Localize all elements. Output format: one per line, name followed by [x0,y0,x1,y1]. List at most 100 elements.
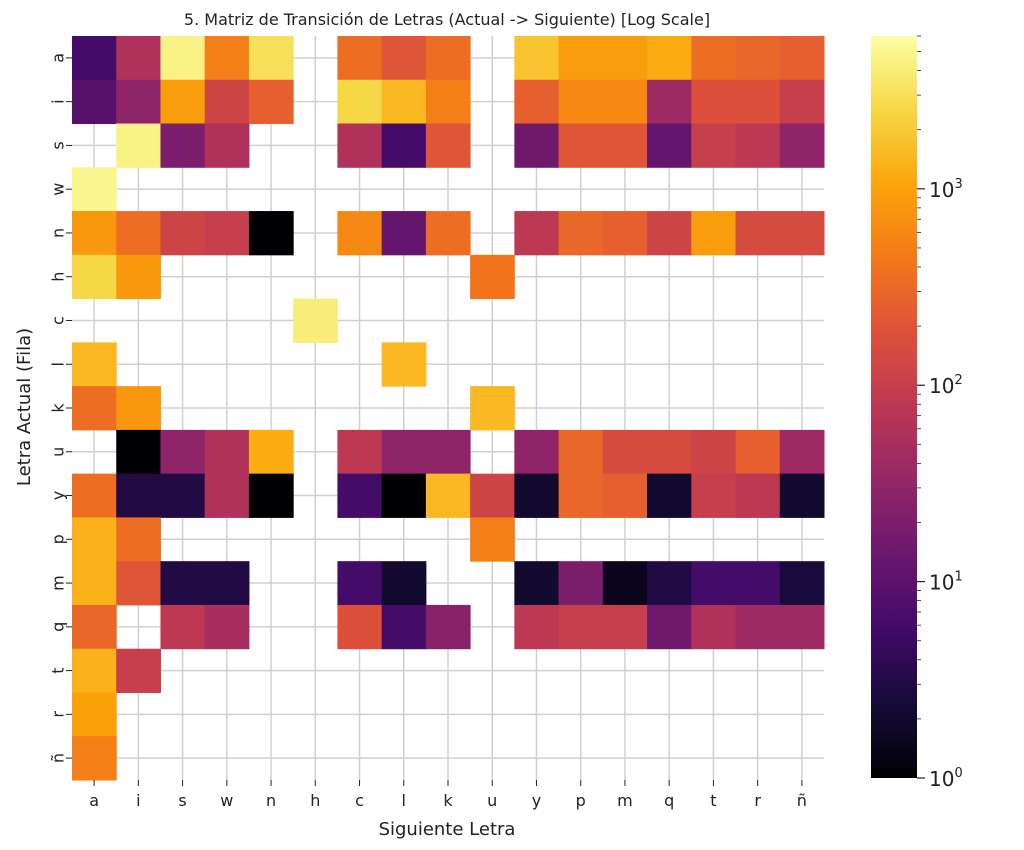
heatmap-cell [248,211,294,256]
heatmap-cell [204,473,250,518]
heatmap-cell [160,36,206,81]
heatmap-cell [204,604,250,650]
heatmap-cell [116,36,161,81]
heatmap-cell [204,211,250,256]
colorbar-tick-label: 101 [929,570,963,595]
heatmap-cell [691,604,737,650]
heatmap-cell [337,604,383,650]
heatmap-cell [779,473,825,518]
heatmap-cell [381,429,427,475]
heatmap-cell [558,79,604,125]
x-tick-label: y [532,791,541,810]
heatmap-cell [779,79,825,125]
heatmap-cell [735,429,781,475]
heatmap-cell [204,561,250,606]
heatmap-cell [558,211,604,256]
heatmap-cells [72,36,825,781]
heatmap-cell [602,211,648,256]
x-tick-label: q [664,791,674,810]
y-tick-label: ñ [49,753,68,763]
y-tick-label: c [49,316,68,325]
x-tick-label: i [136,791,140,810]
heatmap-cell [381,123,427,168]
y-tick-label: q [49,622,68,632]
heatmap-cell [72,254,117,300]
heatmap-cell [116,79,161,125]
heatmap-cell [337,123,383,168]
x-tick-label: k [443,791,453,810]
colorbar-ticks: 100 101 102 103 [917,35,963,791]
heatmap-cell [381,342,427,387]
x-tick-label: p [576,791,586,810]
x-tick-label: c [355,791,364,810]
heatmap-cell [602,79,648,125]
heatmap-cell [558,604,604,650]
heatmap-cell [558,429,604,475]
heatmap-cell [381,473,427,518]
heatmap-cell [337,211,383,256]
heatmap-cell [72,473,117,518]
heatmap-cell [647,123,692,168]
heatmap-cell [735,79,781,125]
heatmap-cell [425,473,471,518]
heatmap-cell [337,429,383,475]
heatmap-cell [160,211,206,256]
heatmap-cell [204,123,250,168]
heatmap-cell [514,561,560,606]
x-tick-label: h [310,791,320,810]
x-tick-label: r [754,791,761,810]
heatmap-cell [647,473,692,518]
heatmap-cell [204,79,250,125]
heatmap-cell [779,604,825,650]
heatmap-cell [691,473,737,518]
heatmap-cell [514,429,560,475]
heatmap-cell [116,561,161,606]
heatmap-cell [72,36,117,81]
y-tick-label: u [49,447,68,457]
y-tick-label: l [49,362,68,366]
heatmap-cell [514,473,560,518]
x-tick-label: n [266,791,276,810]
heatmap-cell [160,123,206,168]
heatmap-cell [558,123,604,168]
heatmap-cell [425,36,471,81]
heatmap-cell [204,36,250,81]
heatmap-cell [602,473,648,518]
heatmap-cell [248,36,294,81]
heatmap-cell [425,79,471,125]
y-tick-label: t [49,667,68,673]
heatmap-cell [72,692,117,737]
heatmap-cell [72,386,117,431]
heatmap-cell [337,561,383,606]
heatmap-cell [116,386,161,431]
heatmap-cell [514,36,560,81]
y-tick-label: y [49,491,68,500]
heatmap-cell [72,517,117,562]
heatmap-cell [160,561,206,606]
heatmap-cell [72,167,117,212]
heatmap-cell [691,561,737,606]
heatmap-cell [602,123,648,168]
heatmap-cell [381,211,427,256]
heatmap-cell [779,123,825,168]
heatmap-cell [735,211,781,256]
heatmap-cell [116,648,161,693]
heatmap-cell [647,429,692,475]
heatmap-cell [779,561,825,606]
y-tick-label: w [49,183,68,196]
heatmap-cell [735,561,781,606]
heatmap-cell [470,517,515,562]
heatmap-cell [647,211,692,256]
x-tick-label: u [487,791,497,810]
heatmap-cell [72,648,117,693]
heatmap-cell [337,36,383,81]
heatmap-cell [425,211,471,256]
x-tick-label: l [402,791,406,810]
heatmap-cell [248,429,294,475]
heatmap-cell [647,79,692,125]
heatmap-cell [425,604,471,650]
heatmap-cell [72,561,117,606]
heatmap-cell [602,604,648,650]
